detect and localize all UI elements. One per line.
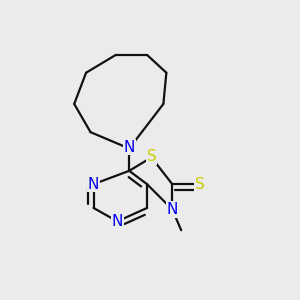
Text: S: S <box>147 149 156 164</box>
Text: N: N <box>88 177 99 192</box>
Text: S: S <box>195 177 205 192</box>
Text: N: N <box>167 202 178 217</box>
Text: N: N <box>112 214 123 229</box>
Text: N: N <box>124 140 135 154</box>
